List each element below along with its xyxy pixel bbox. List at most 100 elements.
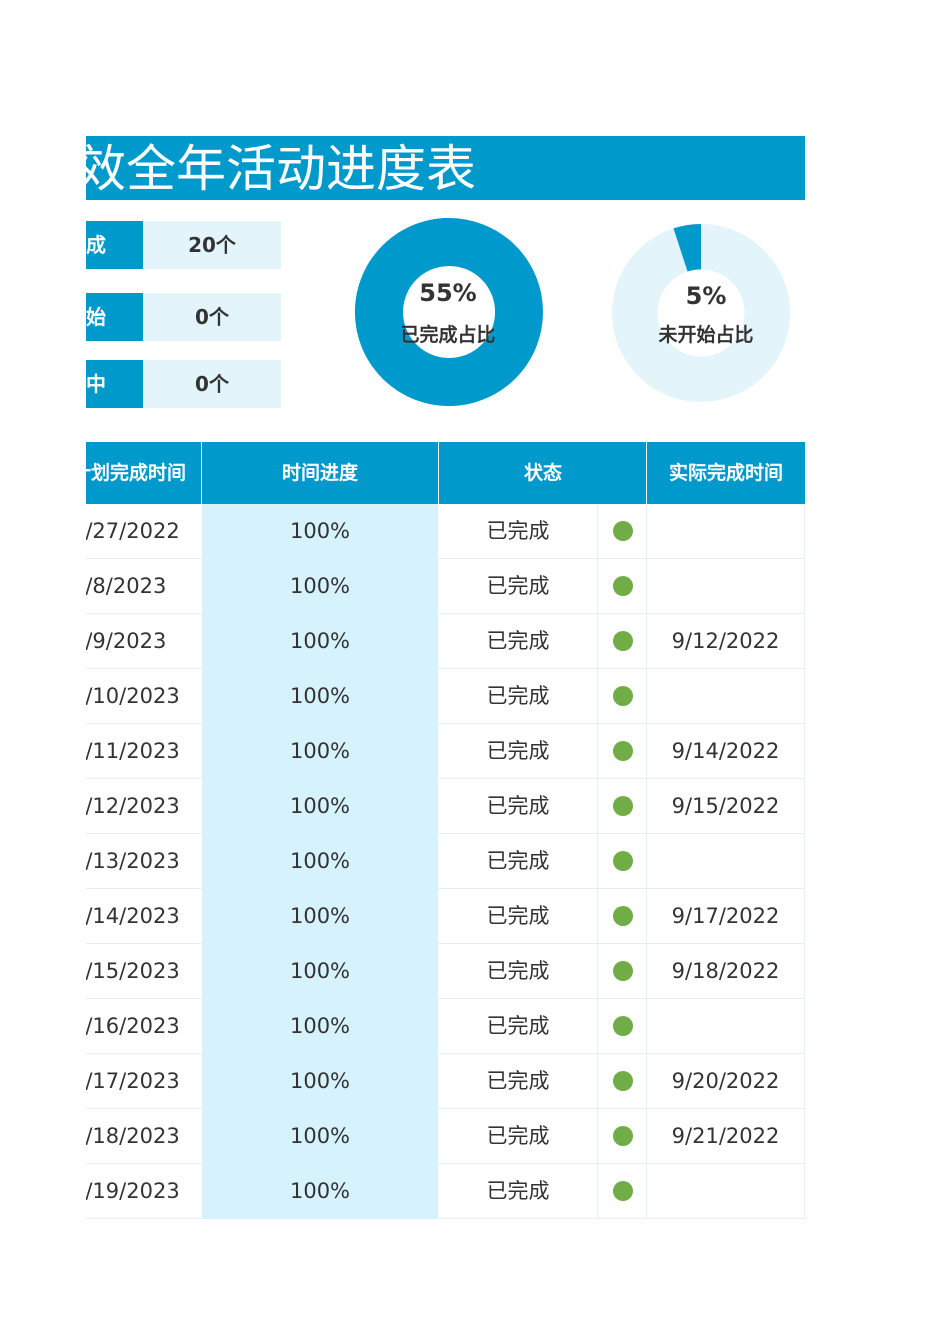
actual-date-cell: 9/18/2022 (647, 944, 805, 999)
status-cell: 已完成 (486, 519, 550, 543)
planned-date-cell: 9/16/2023 (86, 999, 201, 1054)
table-row: 8/27/2022 100% 已完成 (86, 504, 805, 559)
table-row: 9/18/2023 100% 已完成 9/21/2022 (86, 1109, 805, 1164)
status-indicator-cell (597, 724, 647, 779)
planned-date-cell: 9/17/2023 (86, 1054, 201, 1109)
planned-date-cell: 9/19/2023 (86, 1164, 201, 1219)
status-cell: 已完成 (486, 1014, 550, 1038)
planned-date-text: 9/17/2023 (86, 1069, 180, 1093)
status-dot-icon (613, 576, 633, 596)
status-dot-icon (613, 686, 633, 706)
donut-chart-completed (355, 218, 543, 406)
header-divider (646, 442, 647, 504)
progress-table: 计划完成时间 时间进度 状态 实际完成时间 8/27/2022100%已完成9/… (72, 442, 805, 1219)
planned-date-cell: 9/18/2023 (86, 1109, 201, 1164)
donut-caption-not-started: 未开始占比 (658, 324, 754, 346)
planned-date-cell: 9/11/2023 (86, 724, 201, 779)
header-actual-date: 实际完成时间 (668, 462, 783, 484)
planned-date-cell: 9/10/2023 (86, 669, 201, 724)
status-cell: 已完成 (486, 904, 550, 928)
donut-chart-not-started (612, 224, 790, 402)
stat-label-text: 已完成 (86, 233, 106, 257)
status-indicator-cell (597, 614, 647, 669)
table-row: 9/8/2023 100% 已完成 (86, 559, 805, 614)
actual-date-cell: 9/21/2022 (647, 1109, 805, 1164)
table-row: 9/12/2023 100% 已完成 9/15/2022 (86, 779, 805, 834)
stat-label-in-progress: 进行中 (86, 360, 143, 408)
status-dot-icon (613, 741, 633, 761)
table-row: 9/19/2023 100% 已完成 (86, 1164, 805, 1219)
status-cell: 已完成 (486, 1179, 550, 1203)
header-divider (201, 442, 202, 504)
status-dot-icon (613, 851, 633, 871)
actual-date-cell: 9/17/2022 (647, 889, 805, 944)
status-cell: 已完成 (486, 849, 550, 873)
actual-date-cell (647, 1164, 805, 1219)
stat-value-completed: 20个 (143, 221, 281, 269)
progress-cell: 100% (202, 669, 438, 724)
status-dot-icon (613, 961, 633, 981)
actual-date-cell: 9/20/2022 (647, 1054, 805, 1109)
planned-date-cell: 9/8/2023 (86, 559, 201, 614)
status-indicator-cell (597, 834, 647, 889)
planned-date-cell: 9/14/2023 (86, 889, 201, 944)
donut-caption-completed: 已完成占比 (400, 324, 496, 346)
status-dot-icon (613, 1016, 633, 1036)
header-progress: 时间进度 (281, 462, 358, 484)
donut-percent-not-started: 5% (685, 282, 727, 310)
planned-date-text: 8/27/2022 (86, 519, 180, 543)
status-dot-icon (613, 906, 633, 926)
donut-value-arc (673, 224, 702, 272)
planned-date-text: 9/18/2023 (86, 1124, 180, 1148)
progress-cell: 100% (202, 504, 438, 559)
status-dot-icon (613, 521, 633, 541)
planned-date-text: 9/13/2023 (86, 849, 180, 873)
status-indicator-cell (597, 504, 647, 559)
planned-date-text: 9/9/2023 (86, 629, 167, 653)
planned-date-text: 9/14/2023 (86, 904, 180, 928)
stat-value-in-progress: 0个 (143, 360, 281, 408)
status-cell: 已完成 (486, 1069, 550, 1093)
status-cell: 已完成 (486, 1124, 550, 1148)
status-cell: 已完成 (486, 684, 550, 708)
progress-cell: 100% (202, 779, 438, 834)
status-cell: 已完成 (486, 959, 550, 983)
planned-date-cell: 9/9/2023 (86, 614, 201, 669)
stat-label-text: 进行中 (86, 372, 106, 396)
table-row: 9/11/2023 100% 已完成 9/14/2022 (86, 724, 805, 779)
donut-percent-completed: 55% (419, 279, 477, 307)
table-row: 9/13/2023 100% 已完成 (86, 834, 805, 889)
status-dot-icon (613, 1126, 633, 1146)
table-header: 计划完成时间 时间进度 状态 实际完成时间 (72, 442, 805, 504)
planned-date-cell: 8/27/2022 (86, 504, 201, 559)
status-indicator-cell (597, 944, 647, 999)
actual-date-cell: 9/12/2022 (647, 614, 805, 669)
status-cell: 已完成 (486, 794, 550, 818)
status-dot-icon (613, 1071, 633, 1091)
header-status: 状态 (523, 462, 562, 484)
planned-date-text: 9/19/2023 (86, 1179, 180, 1203)
planned-date-cell: 9/12/2023 (86, 779, 201, 834)
progress-cell: 100% (202, 834, 438, 889)
actual-date-cell: 9/15/2022 (647, 779, 805, 834)
status-cell: 已完成 (486, 574, 550, 598)
progress-cell: 100% (202, 1054, 438, 1109)
status-dot-icon (613, 796, 633, 816)
status-indicator-cell (597, 1164, 647, 1219)
progress-cell: 100% (202, 724, 438, 779)
planned-date-text: 9/10/2023 (86, 684, 180, 708)
actual-date-cell (647, 504, 805, 559)
donut-value-arc (355, 218, 479, 406)
stat-label-completed: 已完成 (86, 221, 143, 269)
status-cell: 已完成 (486, 739, 550, 763)
stat-value-not-started: 0个 (143, 293, 281, 341)
progress-cell: 100% (202, 614, 438, 669)
progress-cell: 100% (202, 944, 438, 999)
actual-date-cell: 9/14/2022 (647, 724, 805, 779)
actual-date-cell (647, 999, 805, 1054)
stat-label-not-started: 未开始 (86, 293, 143, 341)
table-row: 9/14/2023 100% 已完成 9/17/2022 (86, 889, 805, 944)
actual-date-cell (647, 559, 805, 614)
planned-date-cell: 9/15/2023 (86, 944, 201, 999)
status-dot-icon (613, 1181, 633, 1201)
